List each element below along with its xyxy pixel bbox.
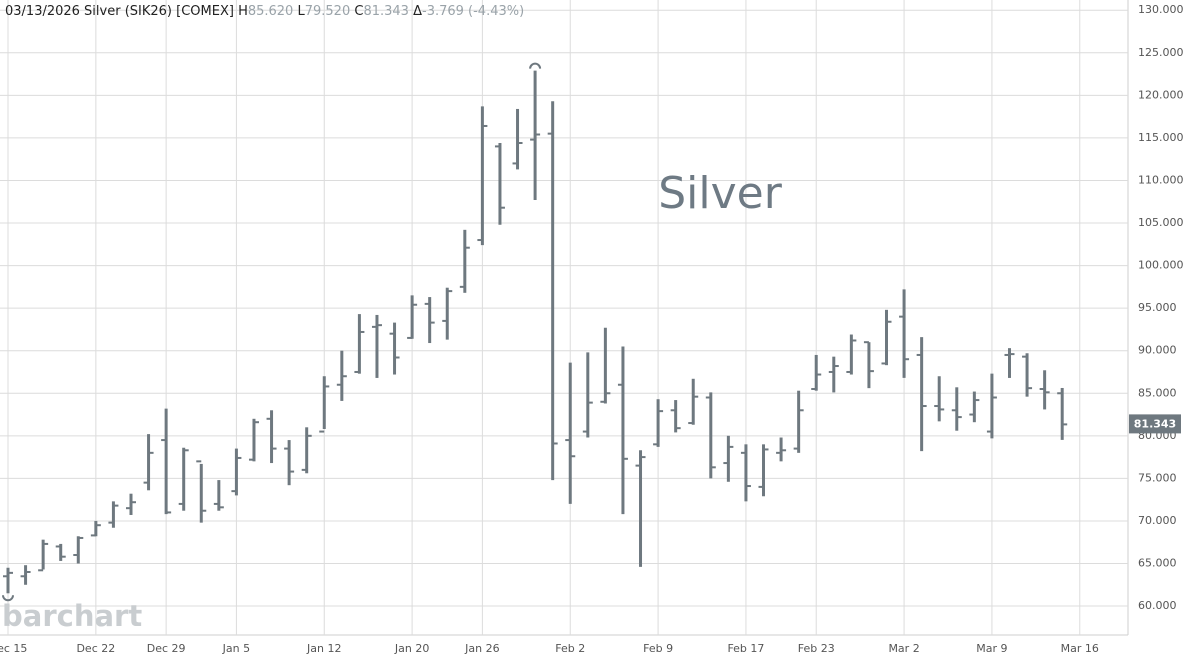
- y-tick-label: 120.000: [1138, 88, 1184, 101]
- prefix: H: [238, 4, 248, 19]
- bars: [2, 62, 1068, 602]
- change: -3.769 (-4.43%): [422, 4, 524, 19]
- y-tick-label: 110.000: [1138, 173, 1184, 186]
- x-tick-label: Jan 12: [306, 642, 341, 655]
- y-tick-label: 65.000: [1138, 556, 1177, 569]
- watermark: Silver: [658, 168, 782, 219]
- y-tick-label: 105.000: [1138, 216, 1184, 229]
- y-tick-label: 85.000: [1138, 386, 1177, 399]
- x-tick-label: Feb 2: [555, 642, 585, 655]
- y-tick-label: 60.000: [1138, 599, 1177, 612]
- header: 03/13/2026 Silver (SIK26) [COMEX] H85.62…: [5, 4, 524, 19]
- x-tick-label: Dec 22: [76, 642, 115, 655]
- y-tick-label: 125.000: [1138, 46, 1184, 59]
- high: 85.620: [248, 4, 294, 19]
- y-tick-label: 130.000: [1138, 3, 1184, 16]
- x-tick-label: Mar 16: [1061, 642, 1099, 655]
- prefix: C: [354, 4, 363, 19]
- x-tick-label: Mar 2: [888, 642, 919, 655]
- prefix: Δ: [413, 4, 422, 19]
- symbol: 03/13/2026 Silver (SIK26) [COMEX]: [5, 4, 234, 19]
- y-tick-label: 90.000: [1138, 344, 1177, 357]
- x-tick-label: Dec 29: [147, 642, 186, 655]
- high-marker: [529, 62, 542, 69]
- y-tick-label: 100.000: [1138, 259, 1184, 272]
- x-tick-label: Jan 20: [394, 642, 429, 655]
- x-tick-label: Feb 23: [798, 642, 835, 655]
- y-tick-label: 75.000: [1138, 471, 1177, 484]
- y-tick-label: 95.000: [1138, 301, 1177, 314]
- x-tick-label: Jan 26: [464, 642, 499, 655]
- close: 81.343: [363, 4, 409, 19]
- prefix: L: [297, 4, 305, 19]
- last-price-label: 81.343: [1134, 417, 1176, 430]
- x-tick-label: Feb 9: [643, 642, 673, 655]
- x-tick-label: Feb 17: [727, 642, 764, 655]
- low: 79.520: [305, 4, 351, 19]
- x-tick-label: Dec 15: [0, 642, 27, 655]
- last-price-box: [1129, 414, 1181, 434]
- x-tick-label: Mar 9: [976, 642, 1007, 655]
- low-marker: [2, 595, 14, 602]
- x-tick-label: Jan 5: [222, 642, 250, 655]
- y-tick-label: 70.000: [1138, 514, 1177, 527]
- y-tick-label: 115.000: [1138, 131, 1184, 144]
- grid: [0, 0, 1128, 635]
- logo: barchart: [2, 599, 142, 633]
